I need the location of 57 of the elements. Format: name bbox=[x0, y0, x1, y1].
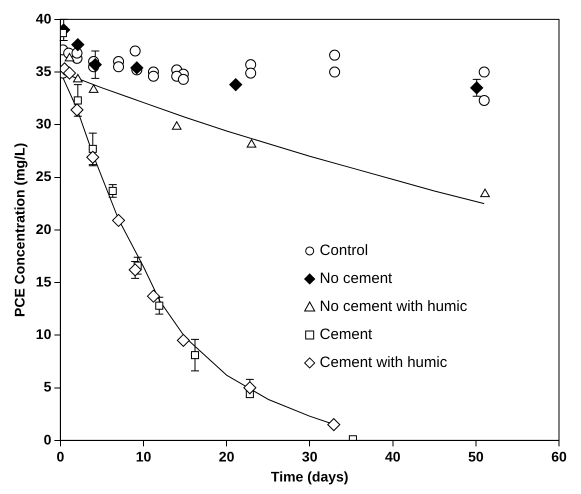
point bbox=[88, 84, 98, 93]
point bbox=[178, 74, 189, 85]
point bbox=[243, 381, 256, 394]
x-tick-label: 50 bbox=[468, 448, 484, 465]
point bbox=[229, 78, 242, 92]
point bbox=[113, 61, 124, 72]
legend-label: Cement bbox=[320, 326, 374, 344]
point bbox=[60, 29, 67, 38]
legend-label: No cement bbox=[320, 270, 394, 288]
legend-label: Cement with humic bbox=[320, 354, 448, 372]
point bbox=[155, 302, 164, 310]
y-axis-title: PCE Concentration (mg/L) bbox=[11, 142, 28, 318]
point bbox=[86, 150, 100, 164]
point bbox=[71, 38, 84, 52]
y-tick-label: 15 bbox=[36, 273, 52, 290]
x-axis-title: Time (days) bbox=[270, 468, 348, 484]
point bbox=[70, 103, 84, 116]
point bbox=[128, 263, 142, 276]
y-tick-label: 20 bbox=[36, 220, 52, 237]
point bbox=[148, 70, 159, 82]
point bbox=[245, 68, 256, 79]
point bbox=[329, 50, 340, 61]
point bbox=[478, 94, 490, 106]
x-tick-label: 20 bbox=[218, 448, 235, 465]
point bbox=[88, 58, 102, 72]
x-tick-label: 30 bbox=[302, 448, 318, 465]
point bbox=[480, 188, 490, 198]
y-tick-label: 5 bbox=[44, 378, 52, 395]
legend-label: No cement with humic bbox=[320, 298, 468, 316]
point bbox=[470, 81, 484, 94]
point bbox=[329, 66, 340, 78]
point bbox=[112, 214, 126, 227]
point bbox=[190, 351, 200, 360]
y-tick-label: 25 bbox=[36, 168, 52, 184]
point bbox=[246, 139, 256, 148]
point bbox=[74, 96, 82, 104]
point bbox=[327, 418, 340, 432]
x-tick-label: 10 bbox=[136, 448, 152, 465]
point bbox=[172, 121, 182, 130]
point bbox=[64, 52, 74, 62]
y-tick-label: 35 bbox=[36, 62, 52, 79]
y-tick-label: 0 bbox=[44, 431, 52, 448]
y-tick-label: 30 bbox=[36, 116, 52, 132]
point bbox=[130, 45, 141, 56]
point bbox=[176, 334, 190, 347]
point bbox=[63, 66, 76, 80]
legend-label: Control bbox=[320, 242, 368, 260]
point bbox=[130, 61, 144, 74]
x-tick-label: 40 bbox=[385, 448, 401, 465]
y-tick-label: 10 bbox=[36, 326, 52, 342]
point bbox=[88, 144, 97, 153]
y-tick-label: 40 bbox=[36, 10, 52, 26]
x-tick-label: 0 bbox=[56, 448, 64, 465]
point bbox=[478, 66, 490, 78]
x-tick-label: 60 bbox=[551, 448, 567, 465]
point bbox=[146, 290, 160, 303]
point bbox=[72, 74, 83, 82]
